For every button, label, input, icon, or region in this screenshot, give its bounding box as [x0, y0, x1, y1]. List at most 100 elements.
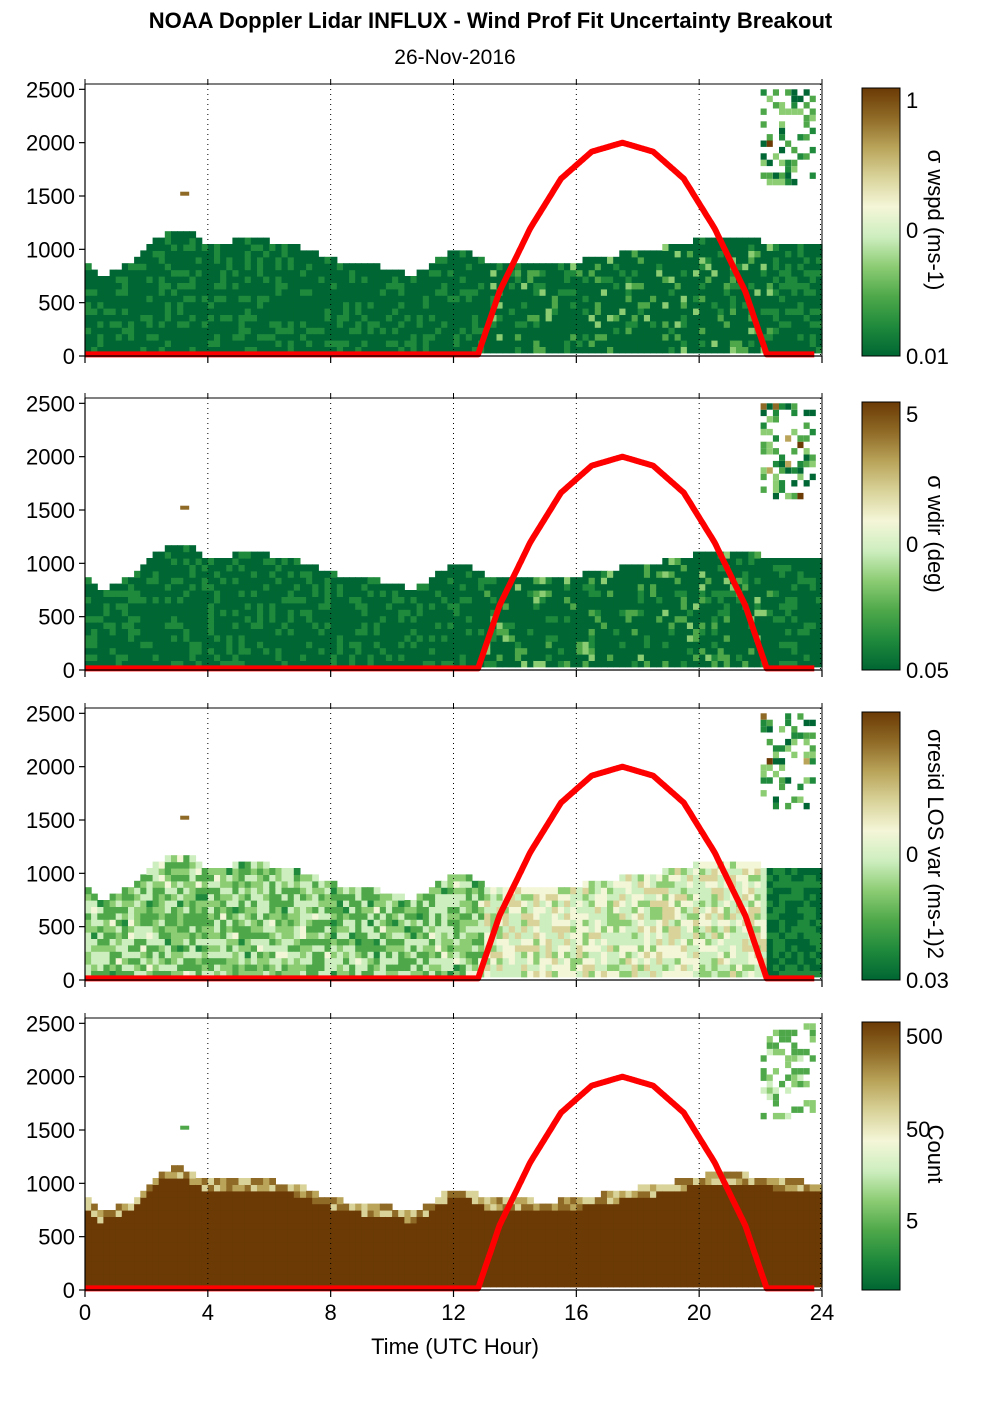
heatmap-cell	[594, 634, 602, 642]
heatmap-cell	[152, 320, 160, 328]
heatmap-cell	[226, 256, 233, 264]
heatmap-cell	[115, 282, 123, 290]
heatmap-cell	[594, 583, 602, 591]
heatmap-cell	[207, 276, 215, 283]
heatmap-cell	[293, 868, 301, 875]
heatmap-cell	[607, 263, 614, 271]
heatmap-cell	[318, 900, 326, 907]
heatmap-cell	[613, 327, 620, 335]
heatmap-cell	[662, 583, 669, 591]
y-tick-label: 500	[38, 605, 75, 630]
heatmap-cell	[754, 551, 762, 559]
heatmap-cell	[343, 269, 350, 277]
heatmap-cell	[428, 919, 436, 927]
heatmap-cell	[521, 602, 528, 610]
heatmap-cell	[250, 880, 258, 888]
heatmap-cell	[300, 288, 307, 296]
heatmap-cell	[465, 970, 473, 978]
heatmap-cell	[410, 906, 418, 914]
heatmap-cell	[674, 634, 682, 642]
heatmap-cell	[349, 615, 356, 623]
heatmap-cell	[128, 615, 135, 623]
heatmap-cell	[717, 301, 725, 309]
heatmap-cell	[815, 590, 823, 597]
heatmap-cell	[367, 288, 375, 296]
heatmap-cell	[158, 641, 166, 649]
heatmap-cell	[140, 893, 147, 901]
heatmap-cell	[484, 590, 491, 597]
heatmap-cell	[643, 250, 651, 258]
heatmap-cell	[760, 288, 768, 296]
heatmap-cell	[514, 269, 522, 277]
heatmap-cell	[121, 276, 129, 283]
heatmap-cell	[729, 602, 737, 610]
heatmap-cell	[226, 970, 233, 978]
heatmap-cell	[336, 269, 344, 277]
heatmap-cell	[361, 970, 369, 978]
heatmap-cell	[91, 634, 98, 642]
heatmap-cell	[195, 314, 203, 322]
heatmap-cell	[465, 320, 473, 328]
heatmap-cell	[250, 932, 258, 939]
heatmap-cell	[797, 602, 805, 610]
heatmap-cell	[257, 622, 264, 629]
heatmap-cell	[238, 558, 246, 565]
heatmap-cell	[478, 938, 485, 946]
heatmap-cell	[85, 919, 92, 927]
heatmap-cell	[809, 108, 816, 115]
heatmap-cell	[557, 333, 565, 341]
heatmap-cell	[441, 641, 448, 649]
heatmap-cell	[588, 590, 596, 597]
heatmap-cell	[287, 628, 295, 636]
heatmap-cell	[619, 590, 626, 597]
heatmap-cell	[201, 314, 209, 322]
heatmap-cell	[600, 346, 608, 354]
heatmap-cell	[625, 327, 633, 335]
heatmap-cell	[128, 887, 135, 895]
heatmap-cell	[539, 590, 547, 597]
heatmap-cell	[736, 244, 743, 251]
heatmap-cell	[662, 301, 669, 309]
heatmap-cell	[797, 590, 805, 597]
heatmap-cell	[693, 596, 700, 604]
heatmap-cell	[195, 250, 203, 258]
heatmap-cell	[754, 609, 762, 617]
heatmap-cell	[134, 893, 141, 901]
heatmap-cell	[134, 964, 141, 971]
heatmap-cell	[373, 957, 381, 965]
heatmap-cell	[772, 256, 780, 264]
heatmap-cell	[662, 615, 669, 623]
heatmap-cell	[484, 333, 491, 341]
heatmap-cell	[257, 570, 264, 578]
heatmap-cell	[379, 596, 387, 604]
heatmap-cell	[312, 340, 319, 347]
heatmap-cell	[797, 647, 805, 655]
heatmap-cell	[717, 250, 725, 258]
heatmap-cell	[214, 874, 221, 882]
heatmap-cell	[422, 919, 430, 927]
heatmap-cell	[189, 590, 197, 597]
heatmap-cell	[465, 301, 473, 309]
heatmap-cell	[318, 346, 326, 354]
heatmap-cell	[484, 263, 491, 271]
heatmap-cell	[336, 944, 344, 952]
heatmap-cell	[643, 269, 651, 277]
heatmap-cell	[576, 628, 583, 636]
heatmap-cell	[312, 919, 319, 927]
heatmap-cell	[693, 327, 700, 335]
heatmap-cell	[324, 912, 332, 920]
heatmap-cell	[686, 288, 694, 296]
heatmap-cell	[772, 276, 780, 283]
heatmap-cell	[177, 622, 184, 629]
heatmap-cell	[772, 346, 780, 354]
heatmap-cell	[201, 938, 209, 946]
heatmap-cell	[650, 276, 657, 283]
heatmap-cell	[447, 295, 455, 303]
heatmap-cell	[275, 887, 283, 895]
heatmap-cell	[576, 622, 583, 629]
heatmap-cell	[109, 276, 117, 283]
heatmap-cell	[527, 602, 534, 610]
heatmap-cell	[766, 416, 773, 423]
heatmap-cell	[699, 577, 706, 585]
heatmap-cell	[164, 558, 172, 565]
